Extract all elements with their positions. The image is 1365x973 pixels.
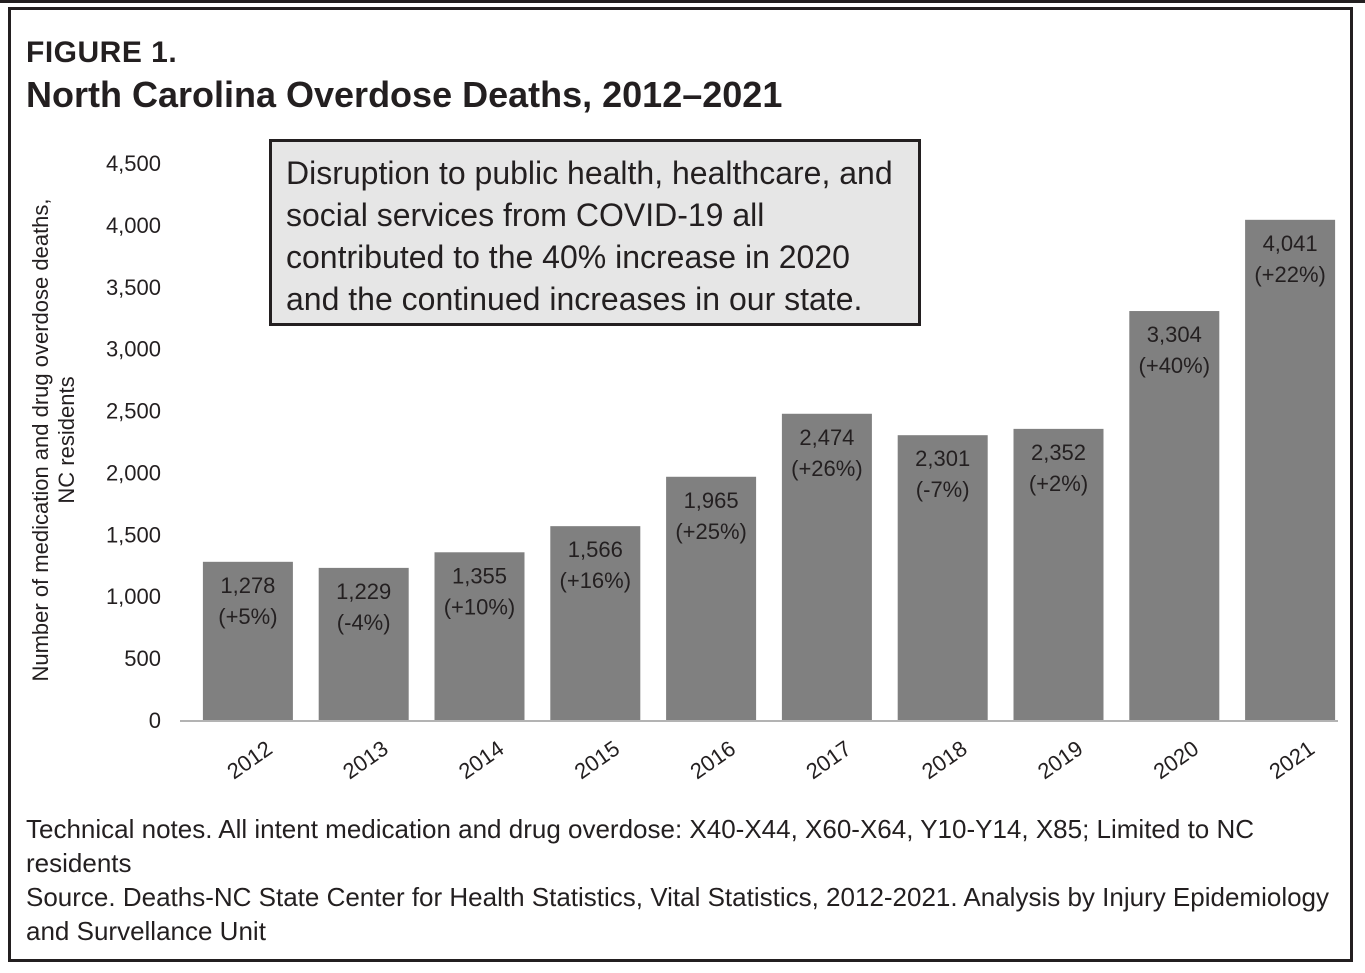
bar-2018 [897, 435, 988, 720]
x-tick-label: 2014 [454, 736, 508, 785]
x-tick-label: 2016 [686, 736, 740, 785]
x-tick-labels: 2012 2013 2014 2015 2016 2017 2018 2019 2020 2021 [222, 736, 1319, 785]
bar-2014 [434, 552, 525, 720]
y-tick-label: 3,500 [106, 275, 161, 300]
x-tick-label: 2013 [338, 736, 392, 785]
bar-value-label: 1,229 [336, 579, 391, 604]
bar-2012 [202, 561, 293, 720]
y-tick-label: 4,000 [106, 213, 161, 238]
x-tick-label: 2018 [917, 736, 971, 785]
technical-notes: Technical notes. All intent medication a… [26, 814, 1255, 878]
bar-value-label: 2,301 [915, 446, 970, 471]
bar-value-label: 1,566 [568, 537, 623, 562]
y-tick-label: 1,000 [106, 584, 161, 609]
bar-value-label: 2,474 [799, 425, 854, 450]
callout-text: Disruption to public health, healthcare,… [286, 155, 893, 317]
y-tick-label: 0 [149, 708, 161, 733]
bar-change-label: (+26%) [791, 456, 863, 481]
bar-change-label: (+2%) [1029, 471, 1088, 496]
bar-2017 [781, 413, 872, 720]
y-tick-label: 3,000 [106, 337, 161, 362]
y-axis-label-line: NC residents [54, 376, 79, 503]
y-axis-label-line: Number of medication and drug overdose d… [28, 198, 53, 681]
bar-2016 [666, 476, 757, 720]
bar-change-label: (+22%) [1254, 262, 1326, 287]
bar-2021 [1245, 219, 1336, 720]
bar-change-label: (+25%) [675, 519, 747, 544]
y-tick-labels: 0 500 1,000 1,500 2,000 2,500 3,000 3,500 4,000 4… [106, 151, 161, 733]
y-axis-label: Number of medication and drug overdose d… [28, 198, 79, 681]
y-tick-label: 500 [124, 646, 161, 671]
bar-2013 [318, 567, 409, 720]
x-tick-label: 2012 [222, 736, 276, 785]
x-tick-label: 2020 [1149, 736, 1203, 785]
x-tick-label: 2019 [1033, 736, 1087, 785]
bar-value-label: 4,041 [1263, 231, 1318, 256]
bar-change-label: (+16%) [560, 568, 632, 593]
bar-2020 [1129, 311, 1220, 720]
x-tick-label: 2015 [570, 736, 624, 785]
bar-value-label: 3,304 [1147, 322, 1202, 347]
bar-change-label: (+10%) [444, 594, 516, 619]
top-rule [0, 0, 1365, 3]
footnotes: Technical notes. All intent medication a… [26, 812, 1336, 948]
bar-change-label: (+40%) [1139, 353, 1211, 378]
y-tick-label: 1,500 [106, 522, 161, 547]
bars: 1,278 (+5%) 1,229 (-4%) 1,355 (+10%) 1,566 (+16… [202, 219, 1336, 720]
source-note: Source. Deaths-NC State Center for Healt… [26, 882, 1330, 946]
bar-value-label: 2,352 [1031, 440, 1086, 465]
figure-label: FIGURE 1. [26, 36, 178, 69]
bar-value-label: 1,355 [452, 563, 507, 588]
y-tick-label: 2,500 [106, 399, 161, 424]
bar-2015 [550, 526, 641, 720]
bar-change-label: (-7%) [916, 477, 970, 502]
bar-change-label: (+5%) [218, 604, 277, 629]
bar-change-label: (-4%) [337, 610, 391, 635]
x-tick-label: 2021 [1265, 736, 1319, 785]
x-tick-label: 2017 [801, 736, 855, 785]
y-tick-label: 4,500 [106, 151, 161, 176]
bar-value-label: 1,278 [220, 573, 275, 598]
figure-title: North Carolina Overdose Deaths, 2012–202… [26, 74, 783, 115]
figure-frame [8, 7, 1353, 962]
bar-value-label: 1,965 [684, 488, 739, 513]
bar-2019 [1013, 428, 1104, 720]
y-tick-label: 2,000 [106, 460, 161, 485]
covid-callout-box: Disruption to public health, healthcare,… [269, 139, 921, 326]
